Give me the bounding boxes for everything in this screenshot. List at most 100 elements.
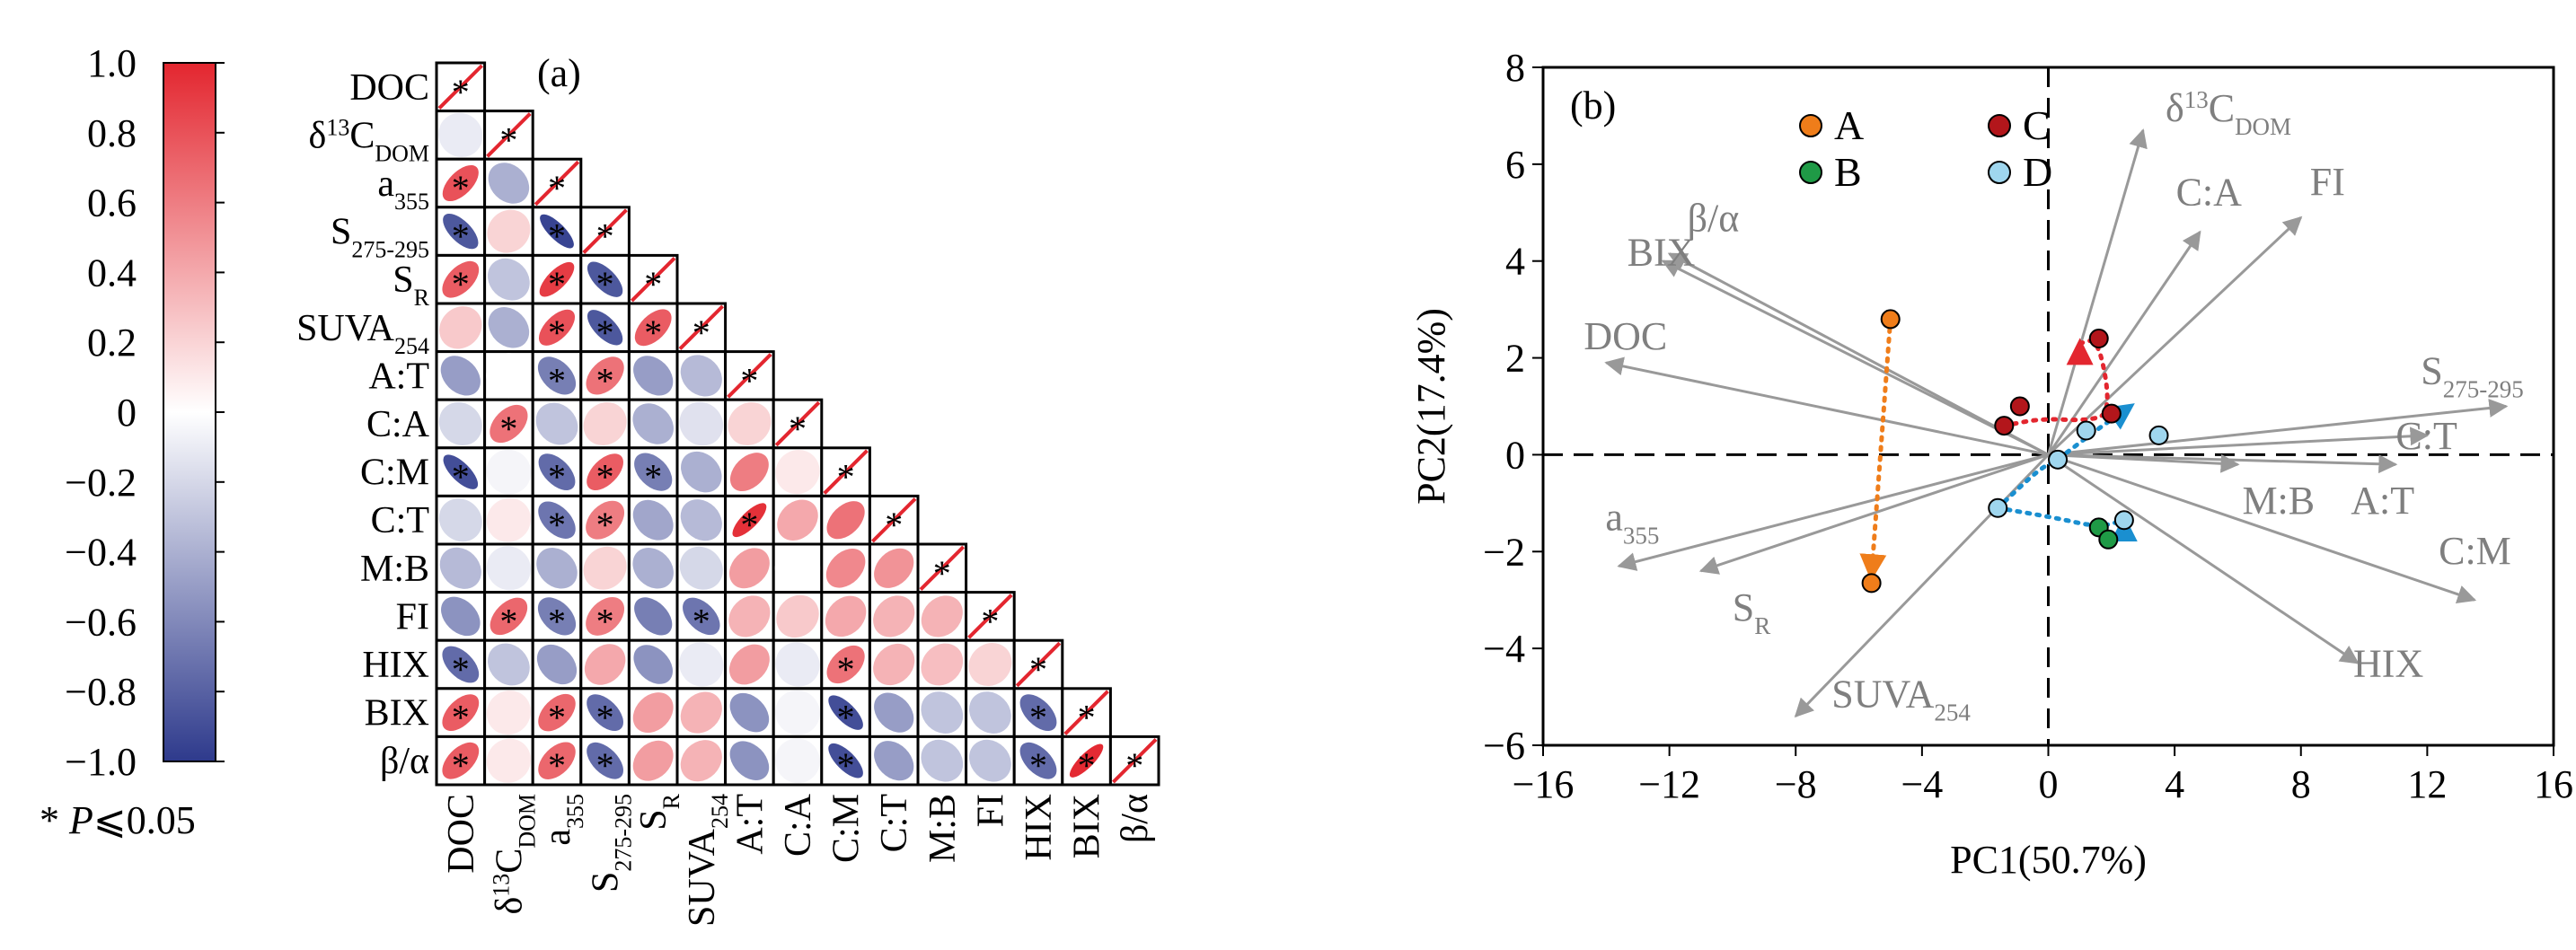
corr-ellipse [729,692,770,733]
colorbar-tick-label: −0.8 [65,670,137,714]
corr-cell-HIX-S275-295 [579,638,631,691]
corr-cell-FI-M:B [916,591,968,642]
pca-biplot: −16 −12 −8 −4 0 4 8 12 16 −6 −4 −2 0 2 4 6 8 δ13CDOM C:A FI… [1409,46,2573,882]
significance-star: * [1078,698,1096,738]
corr-diagonal-line [1111,737,1158,784]
corr-diagonal-line [823,449,869,495]
column-label: SR [633,793,684,830]
x-tick-label: 4 [2165,762,2184,806]
legend-marker-D [1988,161,2011,184]
point-group-D [2113,510,2134,531]
corr-ellipse [538,309,576,346]
corr-ellipse [679,642,724,687]
row-label: a355 [377,163,429,215]
significance-star: * [644,264,662,304]
corr-cell-HIX-A:T [724,638,775,691]
legend-label-B: B [1834,149,1862,195]
corr-cell-FI-C:A [772,591,824,642]
column-label: FI [970,794,1011,827]
corr-ellipse [540,214,574,249]
colorbar-tick-label: −1.0 [65,740,137,784]
significance-star: * [740,505,758,545]
corr-ellipse [775,690,820,735]
column-label: C:M [826,794,868,863]
corr-ellipse [680,499,722,541]
corr-ellipse [826,645,865,684]
corr-cell-β/α-SUVA254 [675,734,728,787]
corr-ellipse [537,356,577,395]
corr-cell-A:T-DOC [435,350,487,401]
column-label: C:T [874,794,915,852]
corr-ellipse [535,402,578,445]
significance-star: * [548,360,566,400]
corr-cell-β/α-DOC: * [435,734,487,787]
corr-ellipse [729,453,769,492]
corr-cell-A:T-SUVA254 [675,350,728,401]
point-group-D [1988,497,2008,518]
corr-ellipse [587,261,623,297]
significance-star: * [693,312,710,353]
corr-ellipse [680,740,722,782]
corr-ellipse [776,594,819,638]
loading-FI: FI [2047,160,2345,456]
point-group-D [2148,425,2169,445]
significance-star: * [1029,649,1047,690]
corr-ellipse [536,548,578,589]
significance-star: * [885,505,903,545]
corr-cell-β/α-A:T [724,734,775,787]
point-group-C [2101,403,2122,424]
corr-cell-FI-FI: * [965,591,1016,642]
corr-ellipse [440,356,481,396]
corr-cell-FI-δ13CDOM: * [483,591,534,642]
corr-ellipse [634,597,673,636]
corr-diagonal-line [534,160,580,207]
corr-cell-C:M-a355: * [531,446,583,497]
corr-cell-BIX-C:A [772,687,824,738]
loading-C:M: C:M [2048,453,2511,604]
loading-arrow [2047,230,2201,456]
point-group-D [2048,449,2069,470]
significance-star: * [933,553,951,594]
corr-cell-BIX-SUVA254 [675,687,728,738]
corr-cell-δ13CDOM-δ13CDOM: * [483,110,534,161]
corr-ellipse [679,401,724,446]
corr-cell-β/α-M:B [916,734,968,787]
corr-ellipse [632,403,674,444]
corr-ellipse [586,596,625,636]
y-tick-label: 0 [1505,433,1525,477]
correlation-panel: 1.0 0.8 0.6 0.4 0.2 0 −0.2 −0.4 −0.6 −0.8 −1.0 (a)… [40,41,1160,927]
significance-star: * [596,312,614,353]
corr-cell-HIX-C:T [868,638,920,691]
point-group-D [2076,420,2096,441]
corr-ellipse [442,742,480,779]
corr-cell-FI-S275-295: * [579,591,631,642]
significance-star: * [548,216,566,257]
point-group-A [1861,573,1882,594]
legend-marker-B [1799,161,1822,184]
corr-ellipse [488,643,530,686]
legend-marker-C [1988,114,2011,137]
corr-cell-β/α-C:A [772,734,824,787]
row-label: δ13CDOM [309,114,429,166]
corr-cell-C:M-SUVA254 [675,446,728,497]
corr-cell-a355-DOC: * [435,157,487,209]
loading-arrow [1604,356,2049,456]
corr-cell-C:M-DOC: * [435,446,487,497]
column-label: HIX [1019,794,1060,861]
corr-cell-C:T-C:A [772,494,824,546]
corr-ellipse [775,738,820,784]
corr-cell-C:M-C:A [772,446,824,497]
y-tick-label: 2 [1505,337,1525,381]
corr-ellipse [488,163,530,204]
corr-ellipse [1019,694,1057,731]
significance-star: * [596,505,614,545]
corr-ellipse [633,645,673,684]
corr-ellipse [538,742,576,779]
x-tick-label: 16 [2534,762,2573,806]
y-tick-label: −4 [1483,627,1525,671]
corr-ellipse [488,258,530,301]
corr-cell-HIX-SUVA254 [675,638,728,691]
corr-cell-M:B-SR [627,542,679,594]
corr-diagonal-line [1015,641,1062,688]
loading-M:B: M:B [2048,453,2315,523]
